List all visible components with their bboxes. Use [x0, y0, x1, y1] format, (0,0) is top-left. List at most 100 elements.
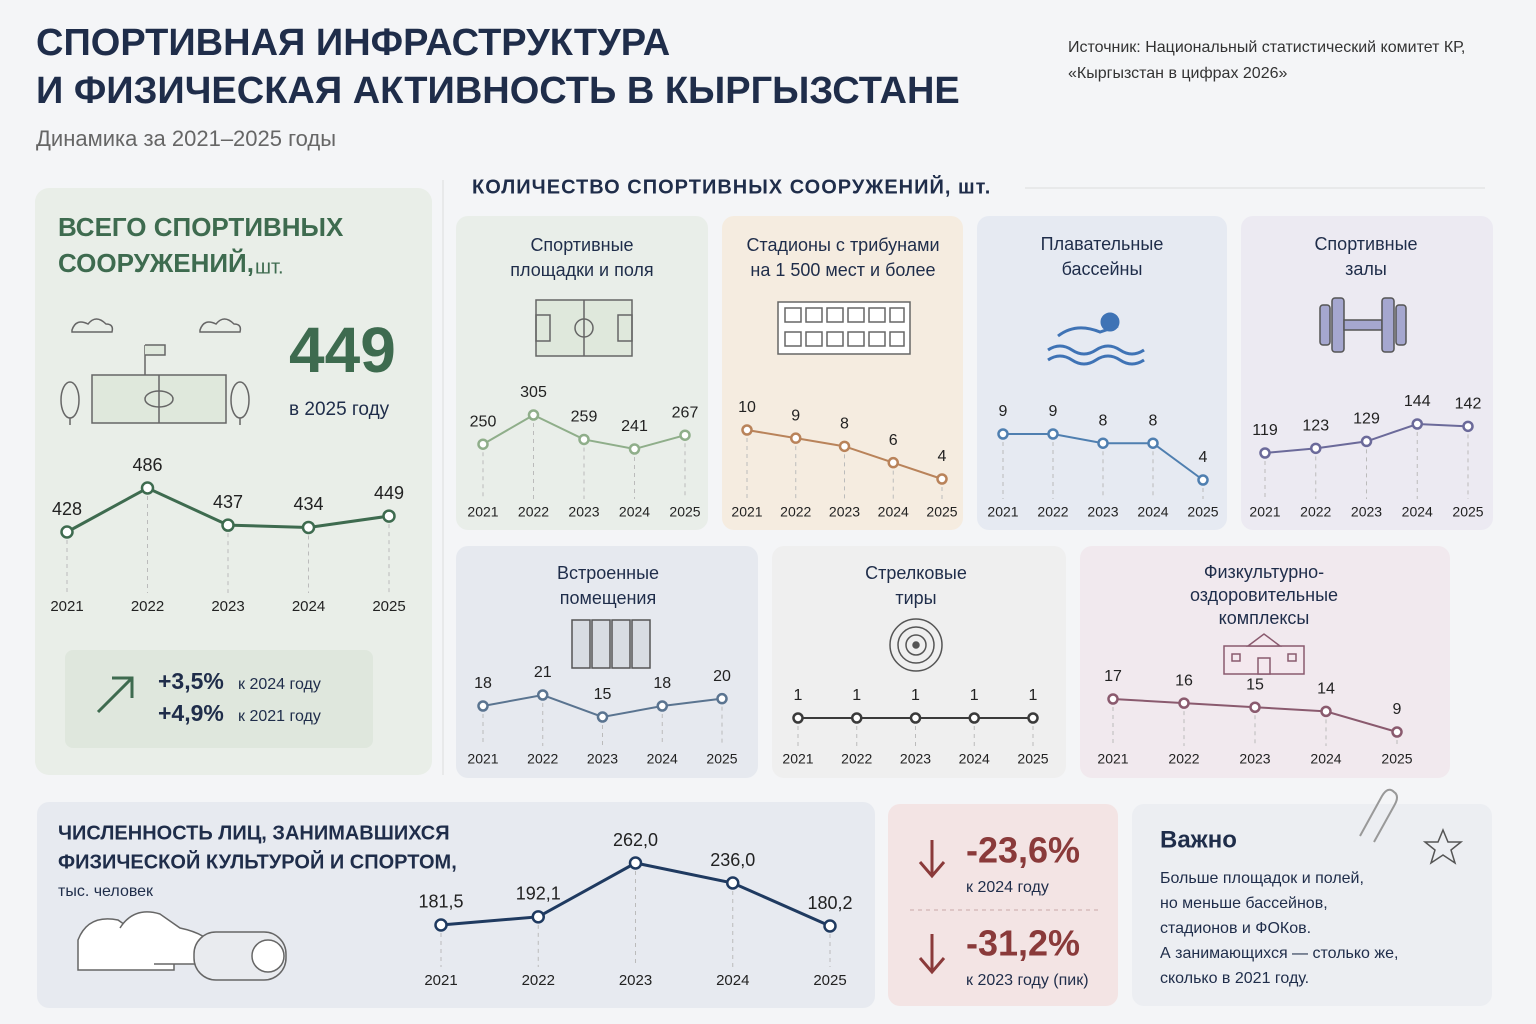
x-tick-label: 2023 — [1239, 751, 1270, 767]
point — [537, 689, 549, 701]
value-label: 1 — [911, 687, 920, 704]
point — [477, 438, 489, 450]
point — [578, 433, 590, 446]
change-note: к 2024 году — [238, 676, 321, 693]
point — [1027, 712, 1039, 724]
value-label: 18 — [474, 675, 492, 692]
chart-title: на 1 500 мест и более — [750, 260, 935, 280]
total-panel — [35, 188, 432, 775]
value-label: 259 — [571, 409, 598, 426]
subtitle: Динамика за 2021–2025 годы — [36, 126, 336, 151]
important-panel — [1132, 804, 1492, 1006]
value-label: 1 — [852, 687, 861, 704]
icon-stands — [777, 301, 911, 355]
point — [140, 481, 155, 495]
x-tick-label: 2025 — [1017, 751, 1048, 767]
chart-title: комплексы — [1219, 608, 1310, 628]
x-tick-label: 2022 — [841, 751, 872, 767]
chart-title: площадки и поля — [510, 260, 653, 280]
point — [596, 711, 609, 723]
source: Источник: Национальный статистический ко… — [1068, 39, 1465, 56]
point — [726, 876, 740, 890]
important-title: Важно — [1160, 826, 1237, 853]
x-tick-label: 2024 — [619, 504, 650, 520]
change-note: к 2021 году — [238, 708, 321, 725]
title-line: СПОРТИВНАЯ ИНФРАСТРУКТУРА — [36, 22, 670, 64]
x-tick-label: 2025 — [926, 504, 957, 520]
x-tick-label: 2022 — [518, 504, 549, 520]
card — [1241, 216, 1493, 530]
chart-title: Плавательные — [1041, 234, 1164, 254]
value-label: 6 — [889, 432, 898, 449]
x-tick-label: 2022 — [1168, 751, 1199, 767]
x-tick-label: 2023 — [619, 972, 652, 989]
value-label: 486 — [132, 455, 162, 475]
value-label: 9 — [1393, 701, 1402, 718]
value-label: 180,2 — [807, 893, 852, 913]
x-tick-label: 2023 — [568, 504, 599, 520]
chart-title: Стадионы с трибунами — [746, 235, 939, 255]
point — [823, 919, 837, 933]
value-label: 4 — [1199, 449, 1208, 466]
value-label: 192,1 — [516, 884, 561, 904]
point — [1107, 693, 1119, 705]
change-value: +4,9% — [158, 700, 224, 726]
value-label: 434 — [293, 494, 323, 514]
value-label: 262,0 — [613, 830, 658, 850]
title-line: И ФИЗИЧЕСКАЯ АКТИВНОСТЬ В КЫРГЫЗСТАНЕ — [36, 70, 960, 112]
x-tick-label: 2024 — [716, 972, 749, 989]
point — [792, 712, 804, 724]
value-label: 9 — [1049, 403, 1058, 420]
point — [1249, 701, 1261, 713]
value-label: 9 — [791, 407, 800, 424]
x-tick-label: 2023 — [1087, 504, 1118, 520]
chart-unit: шт. — [255, 256, 284, 278]
x-tick-label: 2022 — [1037, 504, 1068, 520]
point — [1360, 435, 1373, 448]
x-tick-label: 2021 — [987, 504, 1018, 520]
point — [741, 424, 753, 436]
point — [60, 525, 74, 539]
value-label: 144 — [1404, 393, 1431, 410]
point — [909, 712, 922, 724]
chart-title: Спортивные — [1314, 234, 1417, 254]
x-tick-label: 2024 — [959, 751, 990, 767]
value-label: 20 — [713, 668, 731, 685]
point — [1411, 418, 1423, 430]
source: «Кыргызстан в цифрах 2026» — [1068, 65, 1287, 82]
value-label: 181,5 — [418, 892, 463, 912]
x-tick-label: 2025 — [1187, 504, 1218, 520]
icon-sneakers — [77, 911, 287, 981]
chart-title: бассейны — [1062, 259, 1143, 279]
point — [887, 456, 899, 469]
icon-target — [889, 618, 943, 672]
point — [936, 473, 948, 485]
point — [434, 918, 448, 932]
point — [531, 910, 545, 924]
point — [1391, 726, 1403, 738]
point — [527, 409, 540, 421]
x-tick-label: 2024 — [1402, 504, 1433, 520]
important-line: стадионов и ФОКов. — [1160, 920, 1311, 937]
chart-unit: тыс. человек — [58, 883, 154, 900]
x-tick-label: 2024 — [1310, 751, 1341, 767]
chart-title: Спортивные — [530, 235, 633, 255]
section-title: КОЛИЧЕСТВО СПОРТИВНЫХ СООРУЖЕНИЙ, шт. — [472, 174, 991, 198]
stat-box — [65, 650, 373, 748]
icon-swimmer — [1047, 312, 1145, 366]
highlight-value: 449 — [289, 314, 396, 386]
value-label: 119 — [1252, 422, 1278, 439]
x-tick-label: 2025 — [1452, 504, 1483, 520]
decline-note: к 2023 году (пик) — [966, 972, 1089, 989]
chart-title: помещения — [560, 588, 657, 608]
point — [221, 518, 235, 532]
point — [851, 712, 863, 724]
value-label: 449 — [374, 483, 404, 503]
important-line: сколько в 2021 году. — [1160, 970, 1309, 987]
point — [716, 692, 728, 705]
point — [1178, 697, 1190, 709]
point — [1462, 420, 1474, 433]
x-tick-label: 2024 — [1137, 504, 1168, 520]
chart-title: Стрелковые — [865, 563, 967, 583]
x-tick-label: 2021 — [1097, 751, 1128, 767]
